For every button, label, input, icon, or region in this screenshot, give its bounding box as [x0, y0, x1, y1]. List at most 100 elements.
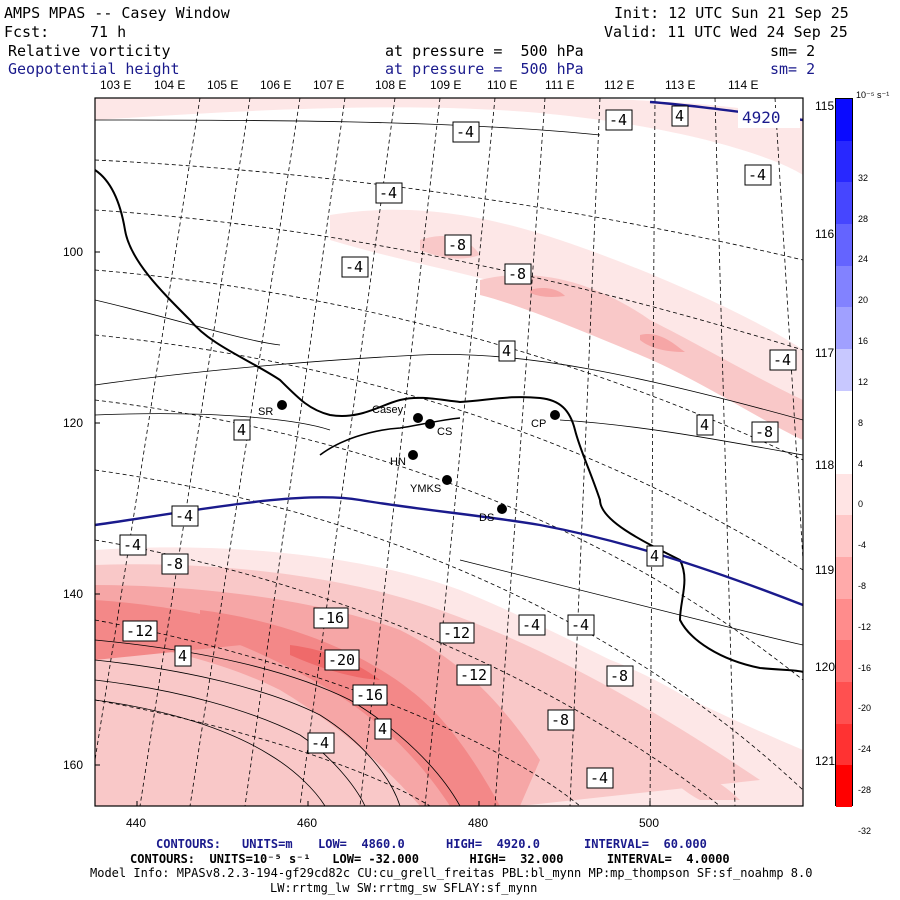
map-frame [94, 97, 804, 807]
contour-label: -8 [165, 555, 184, 573]
colorbar-segment [836, 182, 852, 224]
station-dot-ymks[interactable] [442, 475, 452, 485]
lon-label: 103 E [100, 78, 132, 92]
colorbar-tick-label: 20 [858, 295, 869, 306]
contour-label: -16 [356, 686, 384, 704]
colorbar-tick-label: 8 [858, 417, 864, 428]
colorbar-tick-label: 4 [858, 458, 864, 469]
colorbar-segment [836, 265, 852, 308]
station-label-ds: DS [479, 512, 495, 524]
contour-label: -4 [311, 734, 330, 752]
ice-edge [319, 417, 461, 456]
colorbar-segment [836, 390, 852, 433]
station-label-cp: CP [531, 418, 547, 430]
contour-label: -4 [748, 166, 767, 184]
contour-label: -16 [317, 609, 345, 627]
height-contour-label: 4920 [742, 108, 781, 127]
lat-lon-grid [95, 98, 803, 806]
field1-smoothing: sm= 2 [770, 42, 816, 60]
contour-label: -4 [175, 507, 194, 525]
colorbar-segment [836, 473, 852, 516]
x-tick-label: 500 [639, 816, 660, 830]
colorbar-tick-label: -28 [858, 785, 872, 796]
field2-name: Geopotential height [8, 60, 180, 78]
contour-label: -12 [126, 622, 154, 640]
colorbar-tick-label: 0 [858, 499, 864, 510]
colorbar-segment [836, 99, 852, 141]
station-dot-casey[interactable] [413, 413, 423, 423]
colorbar-segment [836, 598, 852, 641]
colorbar-tick-label: -8 [858, 580, 867, 591]
contour-label: -12 [460, 666, 488, 684]
station-markers [277, 400, 560, 514]
contour-label: -4 [379, 184, 398, 202]
plot-title: AMPS MPAS -- Casey Window [4, 4, 230, 22]
contour-label-boxes [119, 105, 800, 789]
colorbar-segment [836, 140, 852, 183]
contour-label: -20 [328, 651, 356, 669]
colorbar-tick-label: 32 [858, 172, 869, 183]
contour-label: -8 [448, 236, 467, 254]
x-tick-label: 460 [297, 816, 318, 830]
colorbar-segment [836, 432, 852, 474]
colorbar-tick-label: -12 [858, 621, 872, 632]
colorbar-segment [836, 515, 852, 558]
contour-label: -8 [755, 423, 774, 441]
contour-label: -4 [456, 123, 475, 141]
field1-level: at pressure = 500 hPa [385, 42, 584, 60]
station-label-cs: CS [437, 426, 453, 438]
contour-label: -12 [443, 624, 471, 642]
station-dot-ds[interactable] [497, 504, 507, 514]
contour-label: -4 [773, 351, 792, 369]
lon-label: 109 E [430, 78, 462, 92]
colorbar-segment [836, 723, 852, 766]
station-dot-cs[interactable] [425, 419, 435, 429]
colorbar-tick-label: -16 [858, 662, 872, 673]
station-dot-sr[interactable] [277, 400, 287, 410]
contour-label: 4 [675, 107, 685, 125]
colorbar-tick-label: 12 [858, 376, 869, 387]
vorticity-contour-info: CONTOURS: UNITS=10⁻⁵ s⁻¹ LOW= -32.000 HI… [130, 852, 730, 866]
colorbar-tick-label: 24 [858, 254, 869, 265]
forecast-label: Fcst: [4, 23, 50, 41]
station-label-hn: HN [390, 456, 406, 468]
model-info-line2: LW:rrtmg_lw SW:rrtmg_sw SFLAY:sf_mynn [270, 881, 538, 895]
x-tick-label: 480 [468, 816, 489, 830]
lon-label: 113 E [665, 78, 696, 92]
init-time: Init: 12 UTC Sun 21 Sep 25 [614, 4, 849, 22]
lon-label: 108 E [375, 78, 407, 92]
colorbar-segment [836, 682, 852, 724]
contour-label: 4 [237, 421, 247, 439]
lon-label: 105 E [207, 78, 239, 92]
lon-label: 110 E [487, 78, 518, 92]
y-tick-label: 120 [63, 416, 84, 430]
colorbar-tick-label: 16 [858, 336, 869, 347]
field2-level: at pressure = 500 hPa [385, 60, 584, 78]
colorbar-tick-label: 28 [858, 213, 869, 224]
vorticity-fill [95, 98, 803, 806]
contour-label: 4 [502, 342, 512, 360]
x-tick-label: 440 [126, 816, 147, 830]
station-label-ymks: YMKS [410, 483, 442, 495]
colorbar-unit: 10⁻⁵ s⁻¹ [856, 90, 890, 100]
field2-smoothing: sm= 2 [770, 60, 816, 78]
colorbar-segment [836, 348, 852, 391]
coastline [95, 169, 803, 673]
height-units: UNITS=m [242, 837, 293, 851]
height-contour-4920 [94, 496, 804, 607]
axis-ticks [95, 251, 651, 806]
contour-label: 4 [700, 416, 710, 434]
contour-label: -8 [551, 711, 570, 729]
lon-label: 104 E [154, 78, 186, 92]
station-label-sr: SR [258, 406, 274, 418]
contour-label: 4 [650, 547, 660, 565]
station-dot-hn[interactable] [408, 450, 418, 460]
valid-time: Valid: 11 UTC Wed 24 Sep 25 [604, 23, 848, 41]
colorbar-tick-label: -20 [858, 703, 872, 714]
station-dot-cp[interactable] [550, 410, 560, 420]
contour-label: -4 [609, 111, 628, 129]
contour-label: -4 [522, 616, 541, 634]
colorbar-tick-label: -24 [858, 744, 872, 755]
y-tick-label: 140 [63, 587, 84, 601]
contour-label: -4 [590, 769, 609, 787]
